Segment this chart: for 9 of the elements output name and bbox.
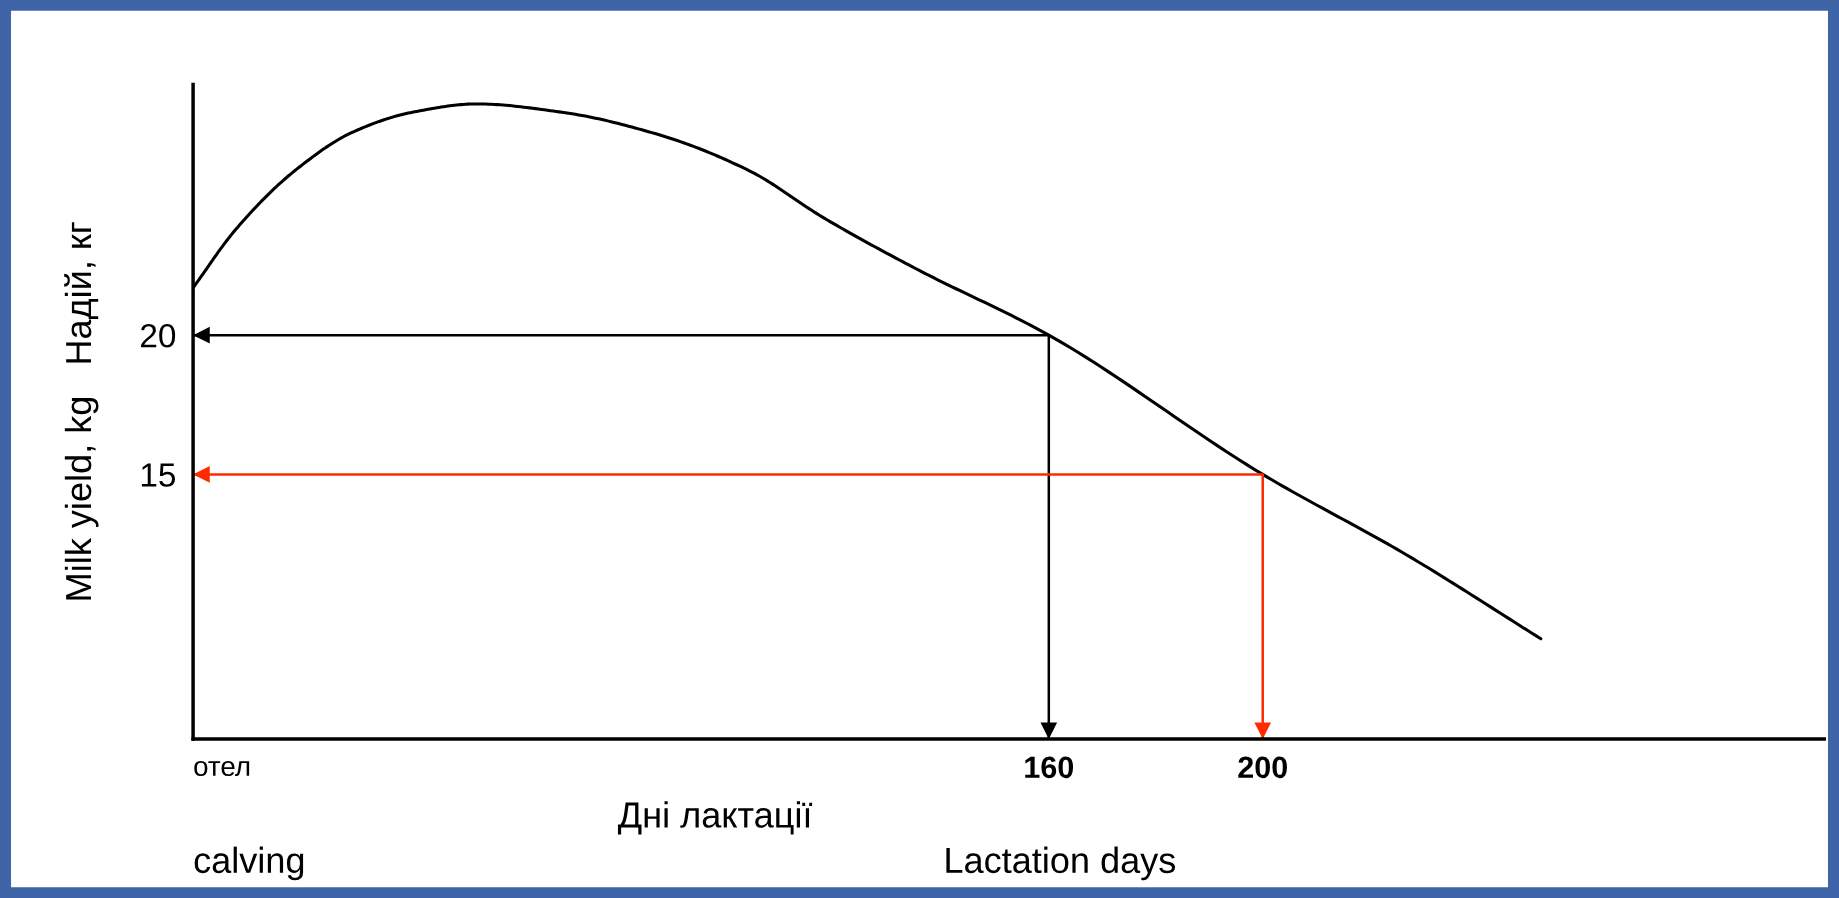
x-tick-label: 160 <box>1025 756 1074 779</box>
x-tick-label: отел <box>194 760 250 777</box>
y-tick-label: 20 <box>141 323 176 348</box>
x-tick-label: 200 <box>1238 756 1287 779</box>
y-tick-label: 15 <box>141 463 176 487</box>
text: calving <box>194 846 304 881</box>
text: Lactation days <box>946 846 1176 881</box>
y-axis-title: Milk yield, kg Надій, кг <box>64 222 99 600</box>
x-axis-title: Дні лактації <box>617 801 813 835</box>
